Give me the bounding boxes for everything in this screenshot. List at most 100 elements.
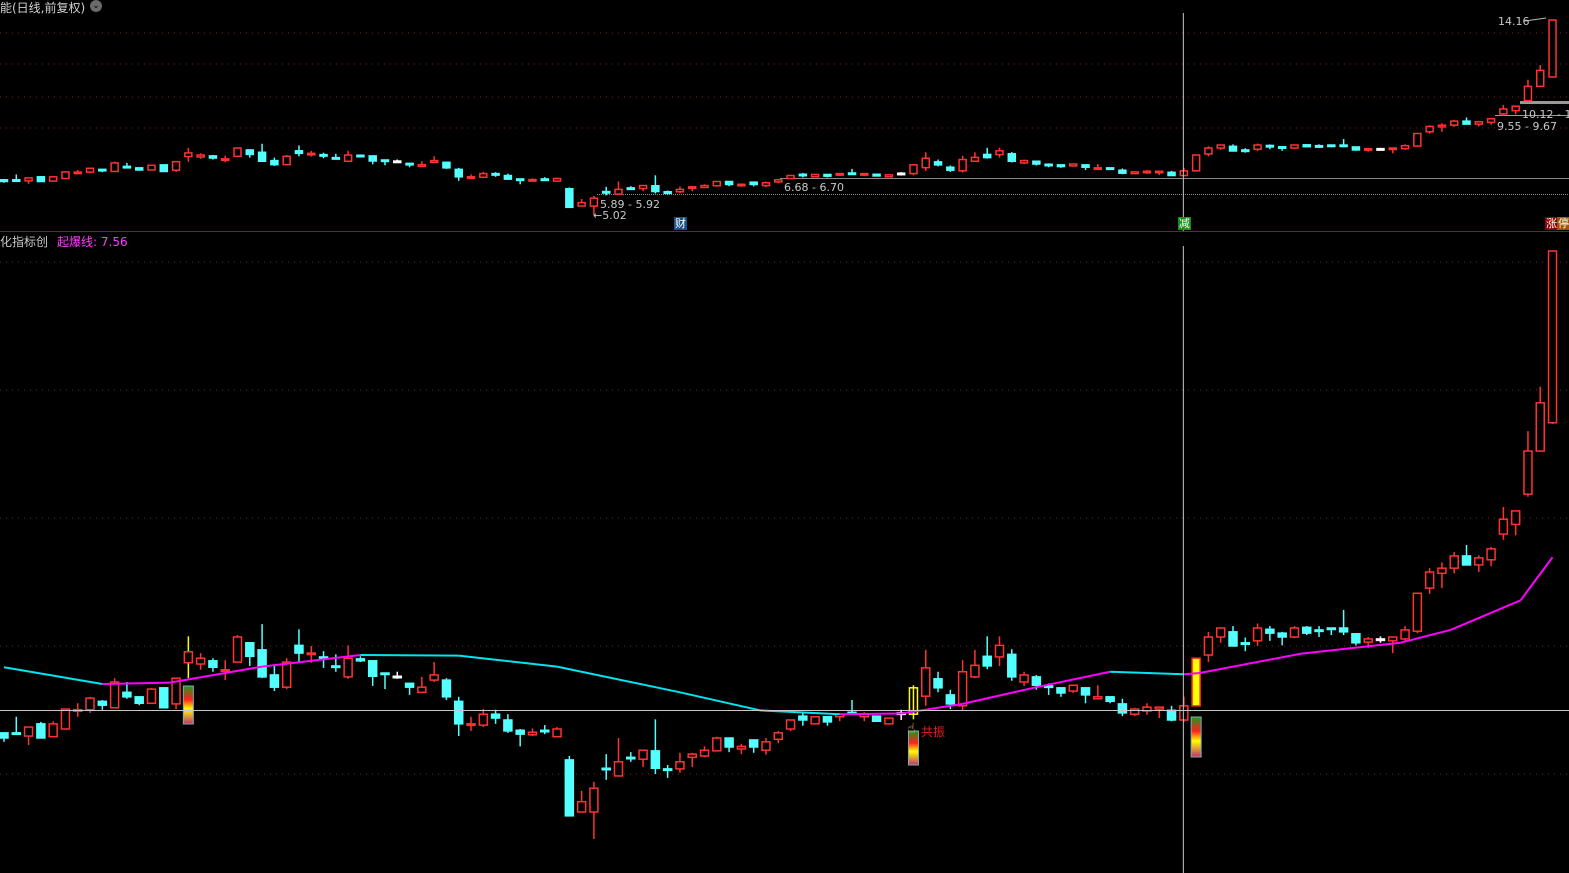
top-candle[interactable] bbox=[1105, 167, 1115, 171]
top-candle[interactable] bbox=[675, 186, 685, 194]
lower-candle[interactable] bbox=[699, 746, 710, 758]
top-candle[interactable] bbox=[1486, 118, 1496, 125]
top-candle[interactable] bbox=[1216, 144, 1225, 150]
lower-candle[interactable] bbox=[1510, 510, 1521, 536]
lower-candle[interactable] bbox=[1424, 568, 1435, 594]
top-candle[interactable] bbox=[503, 173, 513, 180]
lower-candle[interactable] bbox=[36, 721, 46, 739]
lower-candle[interactable] bbox=[195, 653, 206, 670]
lower-candle[interactable] bbox=[957, 660, 968, 711]
lower-candle[interactable] bbox=[134, 696, 144, 706]
top-candle[interactable] bbox=[417, 161, 427, 168]
top-candle[interactable] bbox=[1327, 144, 1336, 148]
lower-candle[interactable] bbox=[1252, 623, 1263, 647]
top-candle[interactable] bbox=[1400, 144, 1410, 150]
lower-candle[interactable] bbox=[1105, 696, 1115, 704]
top-candle[interactable] bbox=[1351, 146, 1361, 151]
top-candle[interactable] bbox=[651, 175, 660, 194]
top-candle[interactable] bbox=[1302, 144, 1311, 148]
top-candle[interactable] bbox=[356, 154, 365, 158]
lower-candle[interactable] bbox=[109, 678, 120, 709]
lower-candle[interactable] bbox=[1437, 562, 1447, 589]
lower-candle[interactable] bbox=[343, 645, 353, 679]
lower-candle[interactable] bbox=[48, 721, 58, 738]
lower-candle[interactable] bbox=[1498, 507, 1509, 540]
top-candle[interactable] bbox=[122, 162, 132, 169]
top-candle[interactable] bbox=[737, 183, 746, 187]
top-candle[interactable] bbox=[884, 174, 894, 178]
lower-candle[interactable] bbox=[785, 719, 796, 731]
top-candle[interactable] bbox=[491, 172, 500, 177]
lower-candle[interactable] bbox=[146, 687, 157, 705]
lower-candle[interactable] bbox=[1461, 545, 1472, 566]
lower-candle[interactable] bbox=[650, 719, 661, 775]
lower-candle[interactable] bbox=[380, 672, 390, 690]
top-candle[interactable] bbox=[601, 186, 611, 196]
top-candle[interactable] bbox=[970, 152, 980, 162]
lower-candle[interactable] bbox=[662, 765, 673, 778]
lower-candle[interactable] bbox=[11, 716, 22, 736]
top-candle[interactable] bbox=[134, 167, 144, 171]
top-candle[interactable] bbox=[1032, 160, 1041, 166]
top-candle[interactable] bbox=[835, 172, 844, 176]
lower-candle[interactable] bbox=[429, 662, 439, 683]
lower-candle[interactable] bbox=[1277, 631, 1287, 646]
top-candle[interactable] bbox=[1290, 144, 1299, 149]
top-candle[interactable] bbox=[208, 155, 218, 160]
top-candle[interactable] bbox=[540, 177, 550, 182]
top-candle[interactable] bbox=[393, 159, 402, 164]
lower-candle[interactable] bbox=[970, 649, 980, 679]
lower-candle[interactable] bbox=[884, 717, 894, 725]
top-candle[interactable] bbox=[1388, 147, 1398, 154]
top-candle[interactable] bbox=[810, 173, 820, 178]
top-candle[interactable] bbox=[442, 161, 451, 169]
top-candle[interactable] bbox=[1437, 123, 1447, 132]
top-candle[interactable] bbox=[1167, 170, 1176, 177]
top-candle[interactable] bbox=[1265, 144, 1275, 150]
event-marker[interactable]: 财 bbox=[673, 217, 687, 230]
top-candle[interactable] bbox=[1228, 144, 1238, 152]
lower-candle[interactable] bbox=[773, 730, 784, 744]
lower-candle[interactable] bbox=[1142, 703, 1152, 715]
top-candle[interactable] bbox=[147, 164, 156, 171]
top-candle[interactable] bbox=[110, 161, 119, 173]
top-candle[interactable] bbox=[589, 196, 599, 215]
lower-candle[interactable] bbox=[1056, 687, 1066, 697]
top-candle[interactable] bbox=[319, 152, 328, 159]
top-candle[interactable] bbox=[282, 155, 291, 166]
lower-candle[interactable] bbox=[933, 671, 943, 693]
lower-candle[interactable] bbox=[994, 636, 1005, 666]
top-candle[interactable] bbox=[233, 147, 242, 158]
lower-candle[interactable] bbox=[245, 642, 255, 666]
lower-candle[interactable] bbox=[1240, 637, 1251, 652]
top-candle[interactable] bbox=[982, 147, 992, 159]
top-candle[interactable] bbox=[1056, 164, 1066, 168]
top-candle[interactable] bbox=[196, 153, 205, 159]
lower-candle[interactable] bbox=[810, 716, 820, 725]
top-candle[interactable] bbox=[368, 155, 377, 165]
top-candle[interactable] bbox=[1413, 132, 1422, 147]
lower-candle[interactable] bbox=[1215, 627, 1226, 643]
lower-candle[interactable] bbox=[736, 743, 747, 755]
top-candle[interactable] bbox=[220, 155, 230, 163]
lower-candle[interactable] bbox=[589, 781, 599, 839]
lower-candle[interactable] bbox=[613, 737, 624, 777]
event-marker[interactable]: 减 bbox=[1177, 217, 1191, 230]
top-candle[interactable] bbox=[1314, 144, 1324, 149]
lower-candle[interactable] bbox=[1449, 552, 1459, 574]
top-candle[interactable] bbox=[786, 174, 795, 180]
top-candle[interactable] bbox=[159, 164, 169, 173]
top-candle[interactable] bbox=[1142, 169, 1152, 174]
lower-candle[interactable] bbox=[847, 700, 857, 715]
lower-candle[interactable] bbox=[908, 685, 919, 720]
top-candle[interactable] bbox=[896, 172, 906, 176]
top-candle[interactable] bbox=[12, 174, 21, 183]
lower-candle[interactable] bbox=[208, 658, 218, 672]
top-candle[interactable] bbox=[909, 164, 918, 176]
lower-candle[interactable] bbox=[417, 676, 427, 694]
lower-candle[interactable] bbox=[171, 677, 181, 710]
lower-candle[interactable] bbox=[527, 728, 538, 737]
lower-candle[interactable] bbox=[1375, 636, 1386, 643]
top-candle[interactable] bbox=[823, 173, 832, 178]
lower-candle[interactable] bbox=[1523, 431, 1533, 497]
